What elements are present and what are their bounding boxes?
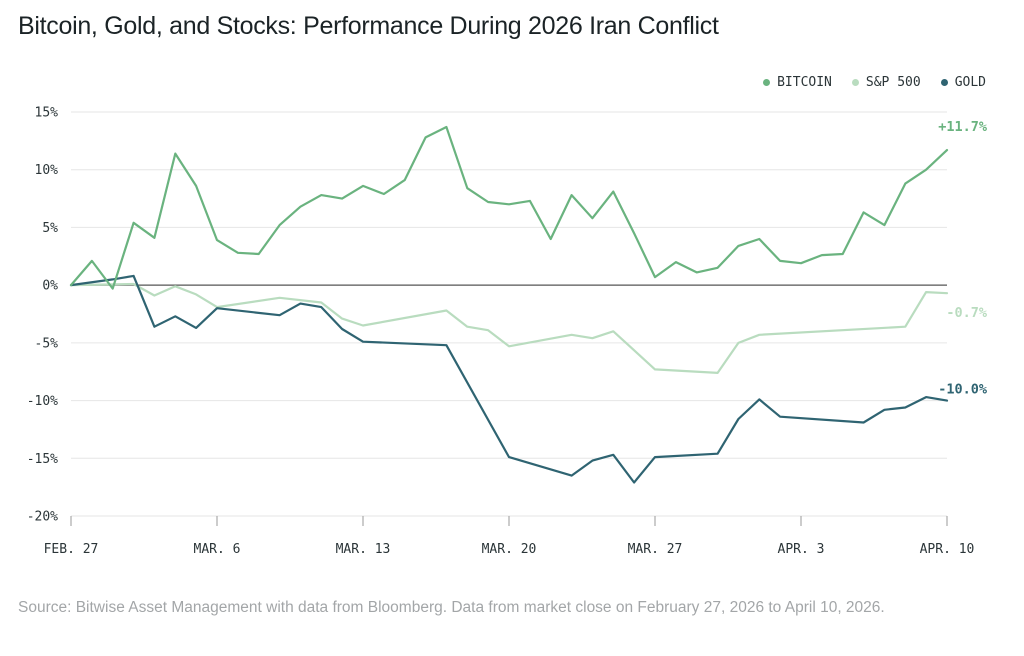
end-label-s-p-500: -0.7%: [946, 305, 988, 321]
y-tick-label: 10%: [35, 163, 59, 178]
x-tick-label: APR. 10: [920, 542, 975, 557]
chart-title: Bitcoin, Gold, and Stocks: Performance D…: [18, 12, 719, 40]
x-tick-label: MAR. 27: [628, 542, 683, 557]
legend-label-sp500: S&P 500: [865, 75, 921, 90]
y-tick-label: 0%: [42, 279, 58, 294]
legend-dot-gold: [940, 79, 948, 86]
y-tick-label: -5%: [35, 336, 59, 351]
legend-label-bitcoin: BITCOIN: [777, 75, 832, 90]
y-tick-label: -10%: [27, 394, 58, 409]
legend-item-sp500: S&P 500: [851, 75, 921, 90]
x-tick-label: MAR. 20: [482, 542, 537, 557]
legend-dot-sp500: [851, 79, 859, 86]
series-line-s-p-500: [69, 282, 949, 374]
line-chart: 15% 10% 5% 0% -5% -10% -15% -20% FEB. 27 MAR. 6 MA…: [27, 106, 988, 558]
legend-item-gold: GOLD: [940, 75, 986, 90]
series-line-gold: [69, 274, 949, 484]
legend-item-bitcoin: BITCOIN: [763, 75, 832, 90]
x-tick-label: MAR. 6: [194, 542, 241, 557]
x-tick-label: MAR. 13: [336, 542, 391, 557]
source-note: Source: Bitwise Asset Management with da…: [18, 599, 885, 616]
series-line-bitcoin: [69, 125, 949, 290]
legend-dot-bitcoin: [763, 79, 771, 86]
y-tick-label: -20%: [27, 510, 58, 525]
end-label-bitcoin: +11.7%: [938, 119, 988, 135]
x-tick-label: APR. 3: [778, 542, 825, 557]
legend-label-gold: GOLD: [954, 75, 986, 90]
chart-legend: BITCOIN S&P 500 GOLD: [763, 75, 986, 90]
y-tick-label: 15%: [35, 106, 59, 121]
y-tick-label: -15%: [27, 452, 58, 467]
x-tick-label: FEB. 27: [44, 542, 99, 557]
y-tick-label: 5%: [42, 221, 58, 236]
end-label-gold: -10.0%: [938, 382, 988, 398]
